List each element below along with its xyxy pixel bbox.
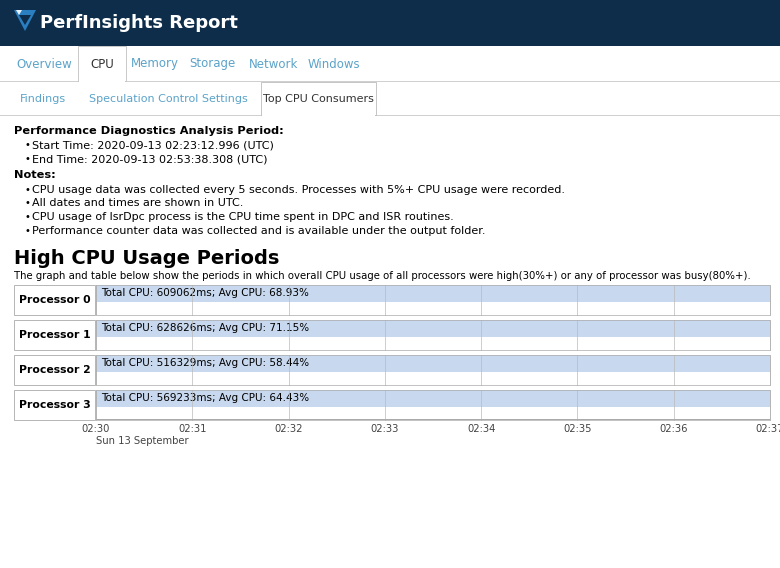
Bar <box>96 285 770 302</box>
Text: •: • <box>24 140 30 151</box>
Text: 02:37: 02:37 <box>756 424 780 434</box>
Bar <box>96 320 770 350</box>
Text: Total CPU: 628626ms; Avg CPU: 71.15%: Total CPU: 628626ms; Avg CPU: 71.15% <box>101 323 309 333</box>
Bar <box>0 81 780 82</box>
Text: 02:30: 02:30 <box>82 424 110 434</box>
Bar <box>261 82 376 115</box>
Text: 02:36: 02:36 <box>659 424 688 434</box>
Text: •: • <box>24 225 30 236</box>
Text: Processor 0: Processor 0 <box>19 295 90 305</box>
Bar <box>14 285 95 315</box>
Bar <box>0 82 780 116</box>
Bar <box>0 115 780 116</box>
Bar <box>96 285 770 315</box>
Text: Notes:: Notes: <box>14 170 55 181</box>
Bar <box>80 79 126 82</box>
Text: Processor 3: Processor 3 <box>19 400 90 410</box>
Bar <box>96 419 770 420</box>
Text: 02:32: 02:32 <box>275 424 303 434</box>
Bar <box>96 285 770 315</box>
Text: 02:33: 02:33 <box>370 424 399 434</box>
Text: Speculation Control Settings: Speculation Control Settings <box>89 94 247 104</box>
Text: Processor 2: Processor 2 <box>19 365 90 375</box>
Bar <box>261 113 375 116</box>
Bar <box>14 320 95 350</box>
Text: Total CPU: 516329ms; Avg CPU: 58.44%: Total CPU: 516329ms; Avg CPU: 58.44% <box>101 358 309 368</box>
Bar <box>96 320 770 336</box>
Text: •: • <box>24 185 30 195</box>
Text: All dates and times are shown in UTC.: All dates and times are shown in UTC. <box>32 198 243 208</box>
Text: Performance Diagnostics Analysis Period:: Performance Diagnostics Analysis Period: <box>14 126 284 136</box>
Text: Start Time: 2020-09-13 02:23:12.996 (UTC): Start Time: 2020-09-13 02:23:12.996 (UTC… <box>32 140 274 151</box>
Bar <box>96 355 770 385</box>
Text: Top CPU Consumers: Top CPU Consumers <box>263 94 374 104</box>
Bar <box>96 390 770 420</box>
Text: Memory: Memory <box>131 57 179 70</box>
Bar <box>96 355 770 371</box>
Text: •: • <box>24 198 30 208</box>
Text: CPU usage data was collected every 5 seconds. Processes with 5%+ CPU usage were : CPU usage data was collected every 5 sec… <box>32 185 565 195</box>
Text: Findings: Findings <box>20 94 66 104</box>
Text: Processor 1: Processor 1 <box>19 330 90 340</box>
Text: Overview: Overview <box>16 57 72 70</box>
Text: Windows: Windows <box>307 57 360 70</box>
Text: Total CPU: 569233ms; Avg CPU: 64.43%: Total CPU: 569233ms; Avg CPU: 64.43% <box>101 393 309 403</box>
Text: 02:35: 02:35 <box>563 424 592 434</box>
Bar <box>0 46 780 82</box>
Text: End Time: 2020-09-13 02:53:38.308 (UTC): End Time: 2020-09-13 02:53:38.308 (UTC) <box>32 154 268 164</box>
Bar <box>14 390 95 420</box>
Text: PerfInsights Report: PerfInsights Report <box>40 14 238 32</box>
Bar <box>79 46 126 81</box>
Text: CPU usage of lsrDpc process is the CPU time spent in DPC and ISR routines.: CPU usage of lsrDpc process is the CPU t… <box>32 212 454 222</box>
Polygon shape <box>16 10 22 15</box>
Bar <box>96 355 770 385</box>
Bar <box>14 355 95 385</box>
Bar <box>96 320 770 350</box>
Text: Network: Network <box>248 57 298 70</box>
Text: Total CPU: 609062ms; Avg CPU: 68.93%: Total CPU: 609062ms; Avg CPU: 68.93% <box>101 288 309 298</box>
Text: CPU: CPU <box>90 57 115 70</box>
Text: Performance counter data was collected and is available under the output folder.: Performance counter data was collected a… <box>32 225 485 236</box>
Text: Storage: Storage <box>190 57 236 70</box>
Text: •: • <box>24 154 30 164</box>
Polygon shape <box>14 10 36 31</box>
Text: The graph and table below show the periods in which overall CPU usage of all pro: The graph and table below show the perio… <box>14 271 750 281</box>
Bar <box>96 390 770 420</box>
Text: Sun 13 September: Sun 13 September <box>96 436 189 446</box>
Bar <box>96 390 770 407</box>
Text: High CPU Usage Periods: High CPU Usage Periods <box>14 249 279 268</box>
Text: •: • <box>24 212 30 222</box>
Bar <box>0 0 780 46</box>
Polygon shape <box>19 15 31 25</box>
Text: 02:31: 02:31 <box>178 424 207 434</box>
Text: 02:34: 02:34 <box>467 424 495 434</box>
